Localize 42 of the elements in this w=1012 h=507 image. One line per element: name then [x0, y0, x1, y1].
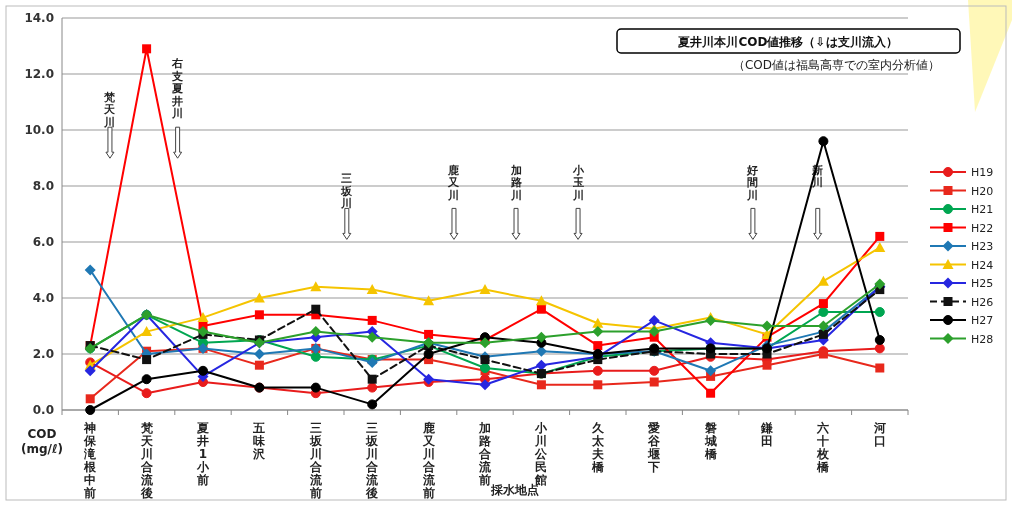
legend-label: H25 — [971, 277, 994, 290]
y-tick-label: 6.0 — [32, 235, 54, 249]
x-tick-label: 神保滝根中前 — [83, 421, 98, 500]
legend-label: H24 — [971, 258, 994, 272]
x-tick-label: 磐城橋 — [703, 421, 718, 461]
x-tick-label: 夏井1小前 — [196, 421, 210, 487]
annotation: 右支夏井川 — [171, 57, 184, 121]
legend-label: H19 — [971, 166, 994, 179]
x-tick-label: 鹿又川合流前 — [421, 421, 436, 500]
annotation: 加路川 — [509, 163, 522, 202]
legend-label: H21 — [971, 203, 994, 216]
x-tick-label: 鎌田 — [760, 421, 774, 448]
annotation: 鹿又川 — [447, 163, 461, 202]
legend-label: H28 — [971, 332, 994, 346]
x-tick-label: 久太夫橋 — [590, 421, 605, 474]
annotation: 好間川 — [746, 163, 759, 202]
text: 夏井川本川COD値推移（⇩は支川流入） — [677, 35, 898, 49]
y-axis-title: COD (mg/ℓ) — [20, 427, 64, 456]
x-tick-label: 加路合流前 — [478, 421, 492, 487]
x-tick-label: 梵天川合流後 — [139, 421, 154, 500]
legend-label: H27 — [971, 314, 994, 327]
y-tick-label: 0.0 — [32, 403, 54, 417]
x-tick-label: 六十枚橋 — [816, 421, 831, 474]
x-tick-label: 三坂川合流前 — [308, 421, 323, 500]
x-tick-label: 三坂川合流後 — [365, 421, 380, 500]
y-tick-label: 10.0 — [24, 123, 54, 137]
annotation: 小玉川 — [571, 163, 585, 202]
legend-label: H20 — [971, 184, 994, 198]
legend-label: H23 — [971, 240, 994, 253]
y-tick-label: 8.0 — [32, 179, 54, 193]
text: （COD値は福島高専での室内分析値） — [732, 58, 940, 72]
annotation: 梵天川 — [103, 90, 117, 129]
x-tick-label: 五味沢 — [252, 421, 267, 461]
annotation: 三坂川 — [340, 172, 354, 210]
y-tick-label: 2.0 — [32, 347, 54, 361]
y-tick-label: 4.0 — [32, 291, 54, 305]
x-tick-label: 愛谷堰下 — [647, 421, 662, 474]
legend-label: H22 — [971, 221, 994, 235]
y-tick-label: 12.0 — [24, 67, 54, 81]
x-tick-label: 河口 — [872, 421, 886, 448]
legend-label: H26 — [971, 295, 994, 309]
y-tick-label: 14.0 — [24, 11, 54, 25]
